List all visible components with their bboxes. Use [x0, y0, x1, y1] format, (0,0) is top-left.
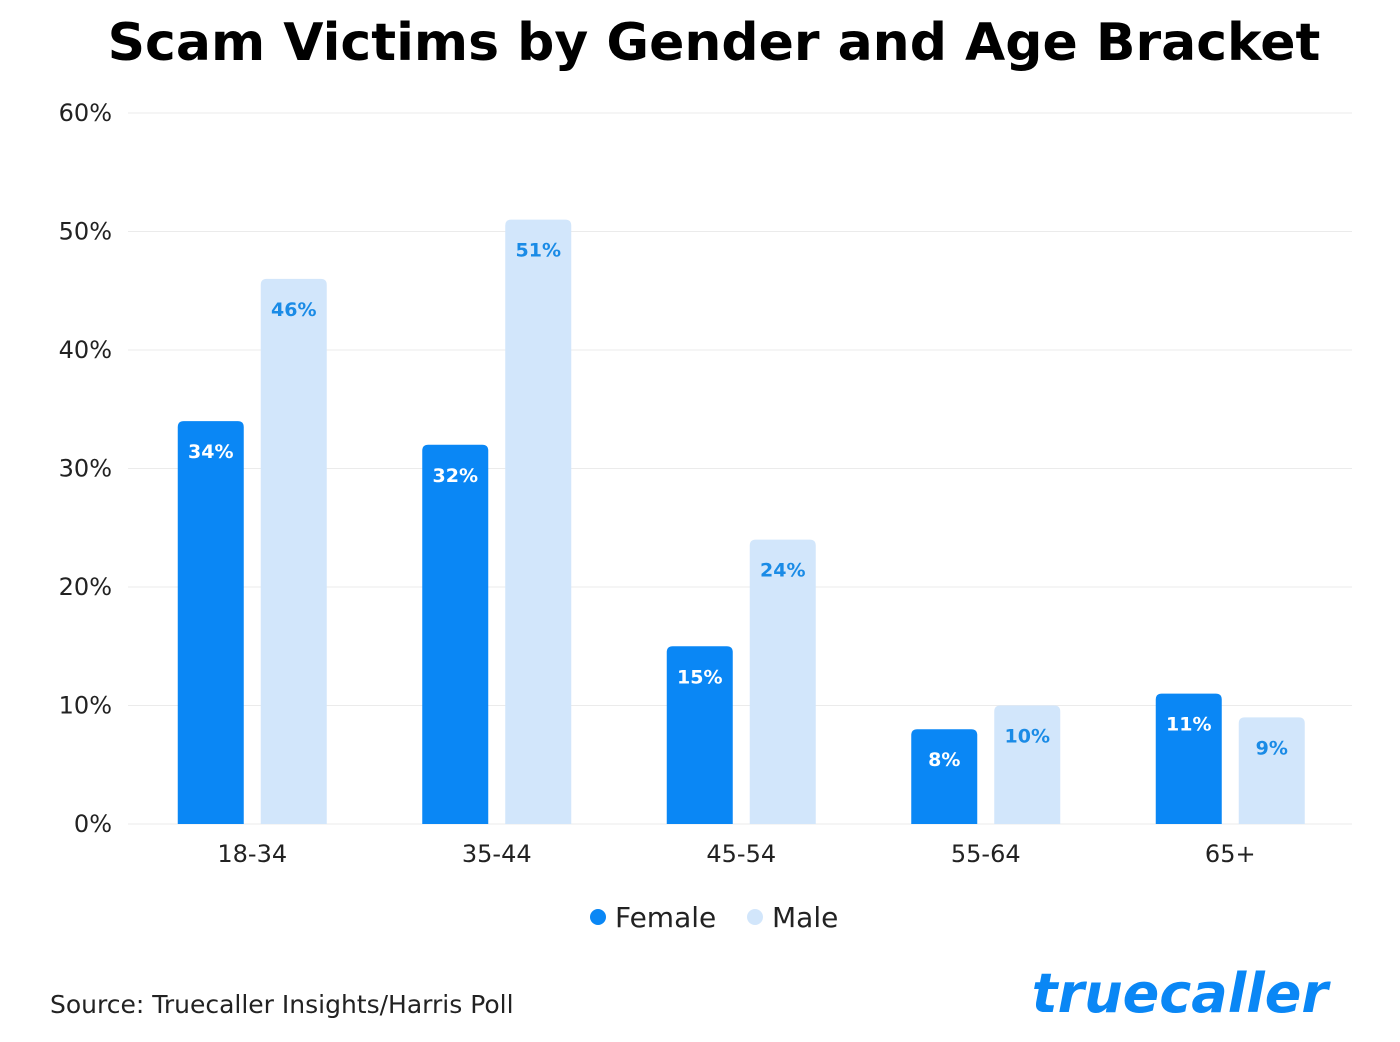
bar-value-label: 51%: [516, 240, 561, 262]
source-note: Source: Truecaller Insights/Harris Poll: [50, 990, 514, 1019]
bar-female-45-54: [666, 646, 733, 824]
y-tick-label: 30%: [59, 455, 112, 483]
bar-value-label: 46%: [271, 299, 316, 321]
gridlines: [128, 112, 1352, 825]
y-tick-label: 40%: [59, 336, 112, 364]
bar-female-35-44: [422, 444, 489, 824]
x-category-label: 35-44: [462, 840, 532, 868]
truecaller-logo: truecaller: [1032, 962, 1332, 1025]
bars: [177, 219, 1305, 824]
bar-value-label: 34%: [188, 441, 233, 463]
bar-male-35-44: [505, 219, 572, 824]
y-tick-label: 20%: [59, 573, 112, 601]
legend: Female Male: [590, 901, 838, 934]
legend-marker-female: [590, 909, 606, 925]
bar-female-18-34: [177, 421, 244, 824]
bar-male-18-34: [260, 278, 327, 824]
bar-value-label: 32%: [433, 465, 478, 487]
bar-value-label: 8%: [928, 749, 960, 771]
x-category-label: 45-54: [706, 840, 776, 868]
y-axis-ticks: 0% 10% 20% 30% 40% 50% 60%: [59, 99, 112, 838]
x-category-label: 65+: [1205, 840, 1256, 868]
bar-male-65+: [1238, 717, 1305, 824]
chart-title: Scam Victims by Gender and Age Bracket: [108, 13, 1321, 73]
legend-label-female: Female: [615, 901, 716, 934]
y-tick-label: 10%: [59, 692, 112, 720]
bar-labels: 34% 46% 32% 51% 15% 24% 8% 10% 11% 9%: [188, 240, 1288, 772]
legend-marker-male: [747, 909, 763, 925]
bar-value-label: 15%: [677, 666, 722, 688]
bar-male-55-64: [994, 705, 1061, 824]
bar-value-label: 9%: [1256, 737, 1288, 759]
bar-female-55-64: [911, 729, 978, 824]
bar-female-65+: [1155, 693, 1222, 824]
bar-value-label: 11%: [1166, 714, 1211, 736]
bar-male-45-54: [749, 539, 816, 824]
y-tick-label: 50%: [59, 218, 112, 246]
y-tick-label: 60%: [59, 99, 112, 127]
bar-value-label: 24%: [760, 560, 805, 582]
bar-value-label: 10%: [1005, 726, 1050, 748]
y-tick-label: 0%: [74, 810, 112, 838]
legend-label-male: Male: [772, 901, 838, 934]
x-category-label: 55-64: [951, 840, 1021, 868]
x-axis-categories: 18-34 35-44 45-54 55-64 65+: [217, 840, 1255, 868]
x-category-label: 18-34: [217, 840, 287, 868]
